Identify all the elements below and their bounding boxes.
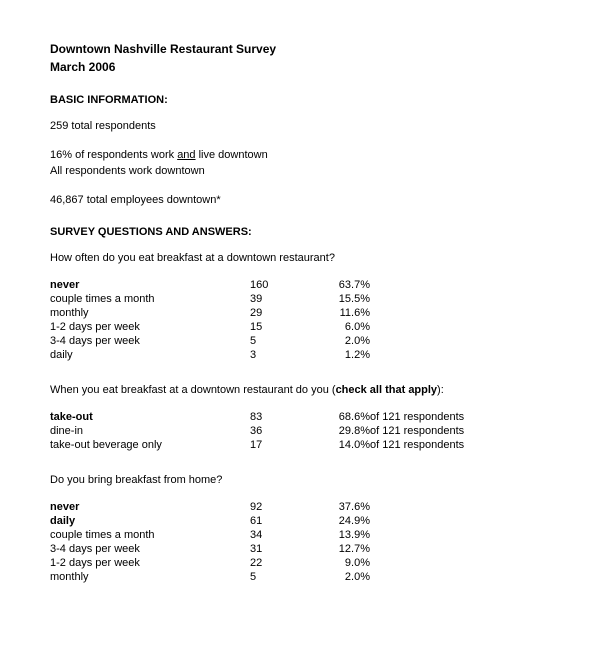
basic-info-heading: BASIC INFORMATION: xyxy=(50,94,550,106)
row-percent: 15.5% xyxy=(310,292,370,306)
row-percent: 29.8% xyxy=(310,424,370,438)
document-page: Downtown Nashville Restaurant Survey Mar… xyxy=(0,0,600,626)
row-percent: 14.0% xyxy=(310,438,370,452)
table-row: couple times a month3915.5% xyxy=(50,292,370,306)
row-count: 5 xyxy=(250,570,310,584)
table-row: never9237.6% xyxy=(50,500,370,514)
row-percent: 2.0% xyxy=(310,570,370,584)
q1-question: How often do you eat breakfast at a down… xyxy=(50,252,550,264)
table-row: monthly52.0% xyxy=(50,570,370,584)
all-respondents-line: All respondents work downtown xyxy=(50,165,205,177)
respondents-line: 259 total respondents xyxy=(50,118,550,135)
row-percent: 9.0% xyxy=(310,556,370,570)
row-percent: 37.6% xyxy=(310,500,370,514)
work-live-before: 16% of respondents work xyxy=(50,149,177,161)
row-label: daily xyxy=(50,348,250,362)
row-percent: 6.0% xyxy=(310,320,370,334)
row-percent: 2.0% xyxy=(310,334,370,348)
row-count: 5 xyxy=(250,334,310,348)
q3-question: Do you bring breakfast from home? xyxy=(50,474,550,486)
table-row: daily31.2% xyxy=(50,348,370,362)
row-count: 92 xyxy=(250,500,310,514)
row-label: 3-4 days per week xyxy=(50,542,250,556)
work-live-underlined: and xyxy=(177,149,195,161)
q2-question-after: ): xyxy=(437,384,444,396)
row-extra: of 121 respondents xyxy=(370,438,464,452)
row-count: 36 xyxy=(250,424,310,438)
row-label: 1-2 days per week xyxy=(50,556,250,570)
row-label: monthly xyxy=(50,570,250,584)
q2-table: take-out8368.6%of 121 respondentsdine-in… xyxy=(50,410,464,452)
row-percent: 1.2% xyxy=(310,348,370,362)
row-label: take-out beverage only xyxy=(50,438,250,452)
work-live-block: 16% of respondents work and live downtow… xyxy=(50,147,550,180)
row-label: 1-2 days per week xyxy=(50,320,250,334)
row-count: 29 xyxy=(250,306,310,320)
row-label: take-out xyxy=(50,410,250,424)
row-label: couple times a month xyxy=(50,292,250,306)
row-count: 3 xyxy=(250,348,310,362)
employees-line: 46,867 total employees downtown* xyxy=(50,192,550,209)
table-row: monthly2911.6% xyxy=(50,306,370,320)
row-count: 34 xyxy=(250,528,310,542)
table-row: 3-4 days per week52.0% xyxy=(50,334,370,348)
row-count: 39 xyxy=(250,292,310,306)
title-line-2: March 2006 xyxy=(50,58,550,76)
q2-question-bold: check all that apply xyxy=(336,384,437,396)
row-label: never xyxy=(50,278,250,292)
q3-table: never9237.6%daily6124.9%couple times a m… xyxy=(50,500,370,584)
row-count: 83 xyxy=(250,410,310,424)
row-label: daily xyxy=(50,514,250,528)
row-label: dine-in xyxy=(50,424,250,438)
q1-table: never16063.7%couple times a month3915.5%… xyxy=(50,278,370,362)
q2-question: When you eat breakfast at a downtown res… xyxy=(50,384,550,396)
table-row: 1-2 days per week156.0% xyxy=(50,320,370,334)
row-label: never xyxy=(50,500,250,514)
title-line-1: Downtown Nashville Restaurant Survey xyxy=(50,40,550,58)
row-count: 31 xyxy=(250,542,310,556)
row-label: 3-4 days per week xyxy=(50,334,250,348)
table-row: couple times a month3413.9% xyxy=(50,528,370,542)
row-percent: 13.9% xyxy=(310,528,370,542)
row-percent: 68.6% xyxy=(310,410,370,424)
table-row: take-out beverage only1714.0%of 121 resp… xyxy=(50,438,464,452)
table-row: daily6124.9% xyxy=(50,514,370,528)
row-percent: 11.6% xyxy=(310,306,370,320)
row-label: monthly xyxy=(50,306,250,320)
row-extra: of 121 respondents xyxy=(370,410,464,424)
table-row: never16063.7% xyxy=(50,278,370,292)
row-count: 22 xyxy=(250,556,310,570)
table-row: 3-4 days per week3112.7% xyxy=(50,542,370,556)
q2-question-before: When you eat breakfast at a downtown res… xyxy=(50,384,336,396)
table-row: take-out8368.6%of 121 respondents xyxy=(50,410,464,424)
row-extra: of 121 respondents xyxy=(370,424,464,438)
row-count: 61 xyxy=(250,514,310,528)
row-label: couple times a month xyxy=(50,528,250,542)
row-percent: 12.7% xyxy=(310,542,370,556)
qa-heading: SURVEY QUESTIONS AND ANSWERS: xyxy=(50,226,550,238)
table-row: 1-2 days per week229.0% xyxy=(50,556,370,570)
row-percent: 24.9% xyxy=(310,514,370,528)
row-percent: 63.7% xyxy=(310,278,370,292)
row-count: 17 xyxy=(250,438,310,452)
table-row: dine-in3629.8%of 121 respondents xyxy=(50,424,464,438)
row-count: 160 xyxy=(250,278,310,292)
work-live-after: live downtown xyxy=(196,149,268,161)
row-count: 15 xyxy=(250,320,310,334)
